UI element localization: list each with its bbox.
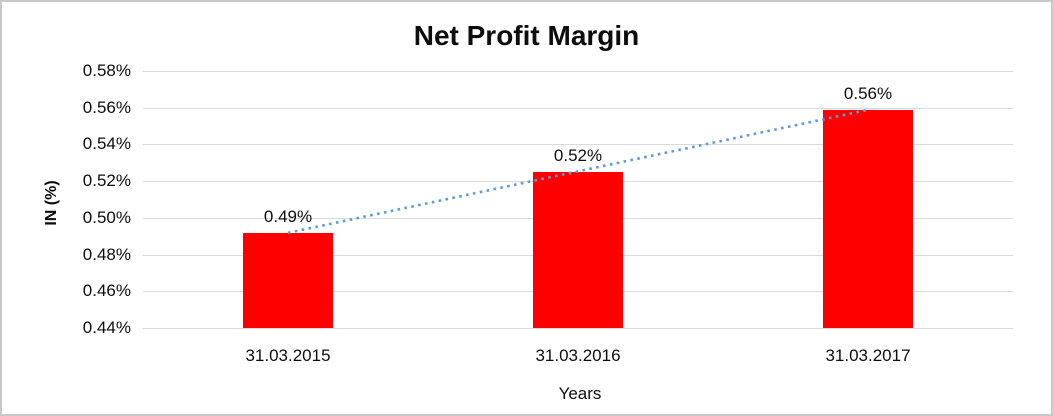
chart-title: Net Profit Margin [413,20,640,51]
y-axis-tick-label: 0.44% [82,318,131,337]
y-axis-tick-label: 0.46% [82,281,131,301]
bar-31.03.2016 [533,171,623,328]
gridline [143,71,1013,72]
y-axis-tick-label: 0.52% [82,171,131,191]
y-axis-tick-label: 0.58% [82,61,131,80]
bar-data-label: 0.49% [263,206,313,226]
bar-31.03.2017 [823,109,913,328]
y-axis-tick-label: 0.48% [82,244,131,264]
bar-data-label: 0.56% [843,83,893,103]
y-axis-tick-label: 0.50% [82,207,131,227]
x-axis-tick-label: 31.03.2016 [535,346,621,365]
x-axis-title: Years [558,384,602,403]
x-axis-tick-label: 31.03.2015 [245,346,331,365]
gridline [143,328,1013,329]
bar-31.03.2015 [243,232,333,328]
gridline [143,107,1013,109]
x-axis-tick-label: 31.03.2017 [825,346,911,365]
y-axis-tick-label: 0.54% [82,134,131,154]
bar-data-label: 0.52% [553,145,603,165]
y-axis-tick-label: 0.56% [82,97,131,117]
